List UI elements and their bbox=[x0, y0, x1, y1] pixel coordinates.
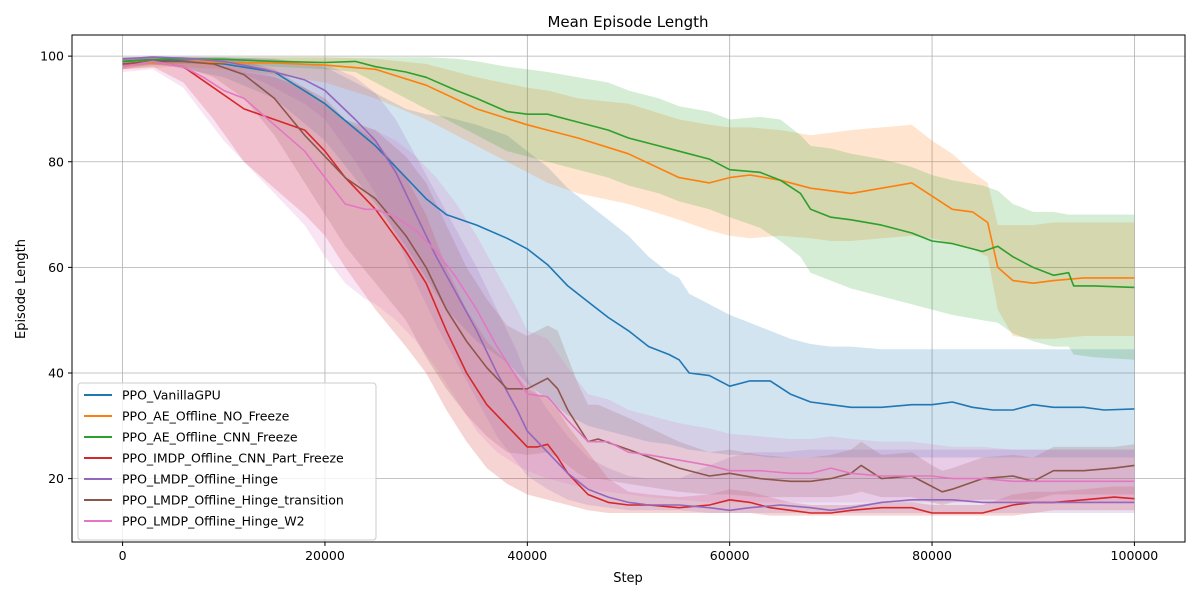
x-tick-label: 60000 bbox=[710, 548, 750, 563]
series-band-2 bbox=[122, 57, 1135, 339]
y-tick-label: 60 bbox=[48, 260, 64, 275]
legend-label-3: PPO_AE_Offline_CNN_Freeze bbox=[122, 430, 298, 445]
y-tick-label: 40 bbox=[48, 366, 64, 381]
series-line-5 bbox=[122, 56, 1135, 512]
series-line-1 bbox=[122, 59, 1135, 411]
series-band-7 bbox=[122, 57, 1135, 503]
y-axis-label: Episode Length bbox=[14, 239, 29, 339]
legend: PPO_VanillaGPU PPO_AE_Offline_NO_Freeze PP… bbox=[77, 382, 377, 541]
legend-label-4: PPO_IMDP_Offline_CNN_Part_Freeze bbox=[122, 451, 344, 466]
series-band-1 bbox=[122, 57, 1135, 458]
legend-label-7: PPO_LMDP_Offline_Hinge_W2 bbox=[122, 514, 305, 529]
series-band-5 bbox=[122, 56, 1135, 513]
legend-label-6: PPO_LMDP_Offline_Hinge_transition bbox=[122, 493, 344, 508]
plot-area: 0 20000 40000 60000 80000 100000 20 40 60 80 100 bbox=[40, 34, 1186, 563]
legend-label-5: PPO_LMDP_Offline_Hinge bbox=[122, 472, 278, 487]
x-tick-label: 100000 bbox=[1111, 548, 1159, 563]
x-axis-label: Step bbox=[613, 571, 643, 586]
y-tick-label: 100 bbox=[40, 49, 64, 64]
chart-title: Mean Episode Length bbox=[547, 13, 708, 31]
series-band-6 bbox=[122, 57, 1135, 505]
series-line-7 bbox=[122, 60, 1135, 483]
legend-box bbox=[77, 382, 377, 541]
x-tick-label: 40000 bbox=[507, 548, 547, 563]
series-lines bbox=[122, 56, 1135, 514]
legend-label-1: PPO_VanillaGPU bbox=[122, 388, 221, 403]
series-band-4 bbox=[122, 57, 1135, 516]
axes-frame bbox=[71, 34, 1186, 543]
y-tick-label: 20 bbox=[48, 471, 64, 486]
confidence-bands bbox=[122, 56, 1135, 516]
series-line-4 bbox=[122, 60, 1135, 514]
x-tick-label: 0 bbox=[119, 548, 127, 563]
series-band-3 bbox=[122, 57, 1135, 360]
y-tick-label: 80 bbox=[48, 154, 64, 169]
series-line-3 bbox=[122, 58, 1135, 289]
x-tick-label: 80000 bbox=[912, 548, 952, 563]
series-line-6 bbox=[122, 60, 1135, 493]
legend-label-2: PPO_AE_Offline_NO_Freeze bbox=[122, 409, 290, 424]
x-tick-label: 20000 bbox=[305, 548, 345, 563]
